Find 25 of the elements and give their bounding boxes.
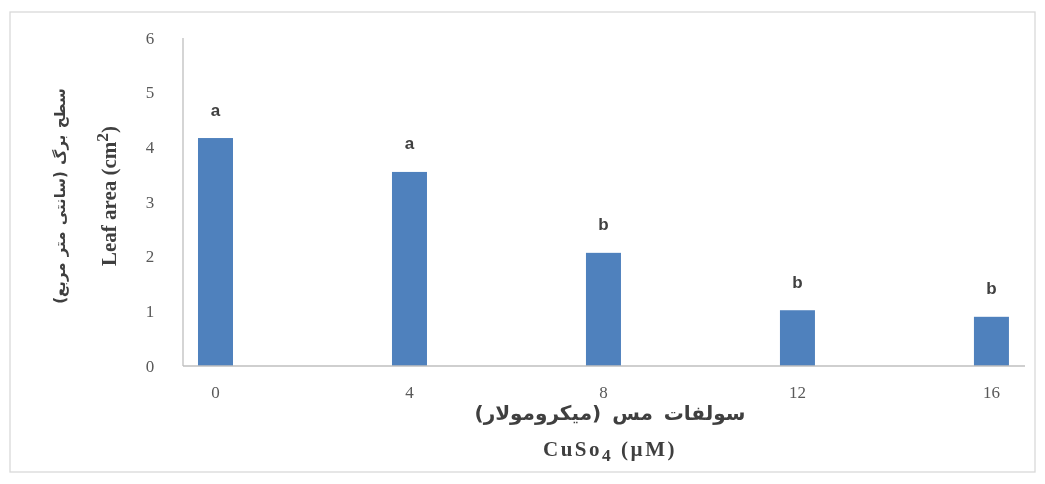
annotation: b (986, 279, 997, 299)
y-tick-label: 3 (145, 192, 155, 212)
bar (973, 316, 1009, 366)
x-tick-label: 0 (211, 382, 220, 402)
x-tick-label: 16 (982, 382, 1000, 402)
y-tick-label: 0 (145, 356, 155, 376)
bar (391, 171, 427, 366)
bar (585, 252, 621, 366)
text: CuSo$_{4}$ (µM) (543, 437, 677, 466)
text: سولفات مس (میکرومولار) (474, 401, 746, 425)
text: سطح برگ (سانتی متر مربع) (50, 88, 69, 304)
y-tick-label: 1 (145, 301, 155, 321)
x-tick-label: 8 (599, 382, 608, 402)
x-tick-label: 4 (405, 382, 415, 402)
annotation: b (598, 215, 609, 235)
annotation: a (404, 134, 415, 154)
annotation: a (210, 100, 221, 120)
bar (779, 310, 815, 366)
x-tick-label: 12 (788, 382, 806, 402)
annotation: b (792, 272, 803, 292)
y-tick-label: 5 (145, 83, 155, 103)
y-tick-label: 4 (145, 137, 155, 157)
y-tick-label: 6 (145, 28, 155, 48)
y-tick-label: 2 (145, 247, 155, 267)
bar (197, 138, 233, 366)
